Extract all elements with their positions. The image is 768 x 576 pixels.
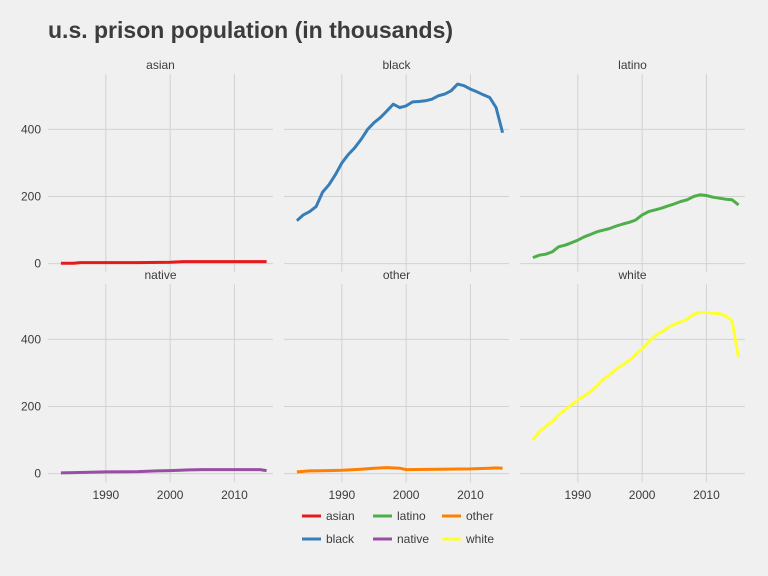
series-line-native [60,468,267,475]
x-tick-label: 1990 [565,488,592,502]
x-tick-label: 2000 [157,488,184,502]
series-line-asian [60,260,267,265]
legend-item-asian: asian [302,509,355,523]
strip-label-white: white [617,268,646,282]
panel-black: black [284,58,509,272]
strip-label-latino: latino [618,58,647,72]
legend-item-white: white [442,532,494,546]
panel-latino: latino [520,58,745,272]
y-tick-label: 400 [21,332,41,346]
x-tick-label: 2010 [693,488,720,502]
x-tick-label: 1990 [93,488,120,502]
series-line-black [295,82,505,222]
x-tick-label: 2010 [221,488,248,502]
legend-label-other: other [466,509,493,523]
strip-label-asian: asian [146,58,175,72]
chart-title: u.s. prison population (in thousands) [48,17,453,43]
strip-label-other: other [383,268,410,282]
legend-item-latino: latino [373,509,426,523]
y-tick-label: 0 [34,257,41,271]
panel-white: white 1990 2000 2010 [520,268,745,502]
legend: asian latino other black native white [302,509,494,546]
x-tick-label: 2010 [457,488,484,502]
x-tick-label: 2000 [629,488,656,502]
facet-panels: asian 0 200 400 black latino native 0 200 400 1990… [21,58,745,502]
series-line-latino [532,193,740,260]
series-line-other [296,466,503,474]
y-tick-label: 0 [34,467,41,481]
legend-item-native: native [373,532,429,546]
x-tick-label: 1990 [329,488,356,502]
panel-native: native 0 200 400 1990 2000 2010 [21,268,273,502]
panel-asian: asian 0 200 400 [21,58,273,272]
y-tick-label: 400 [21,122,41,136]
strip-label-black: black [382,58,411,72]
x-tick-label: 2000 [393,488,420,502]
series-line-white [531,311,741,442]
legend-label-black: black [326,532,355,546]
legend-item-black: black [302,532,355,546]
panel-other: other 1990 2000 2010 [284,268,509,502]
strip-label-native: native [144,268,176,282]
legend-item-other: other [442,509,493,523]
legend-label-native: native [397,532,429,546]
legend-label-latino: latino [397,509,426,523]
legend-label-white: white [465,532,494,546]
legend-label-asian: asian [326,509,355,523]
y-tick-label: 200 [21,399,41,413]
y-tick-label: 200 [21,189,41,203]
